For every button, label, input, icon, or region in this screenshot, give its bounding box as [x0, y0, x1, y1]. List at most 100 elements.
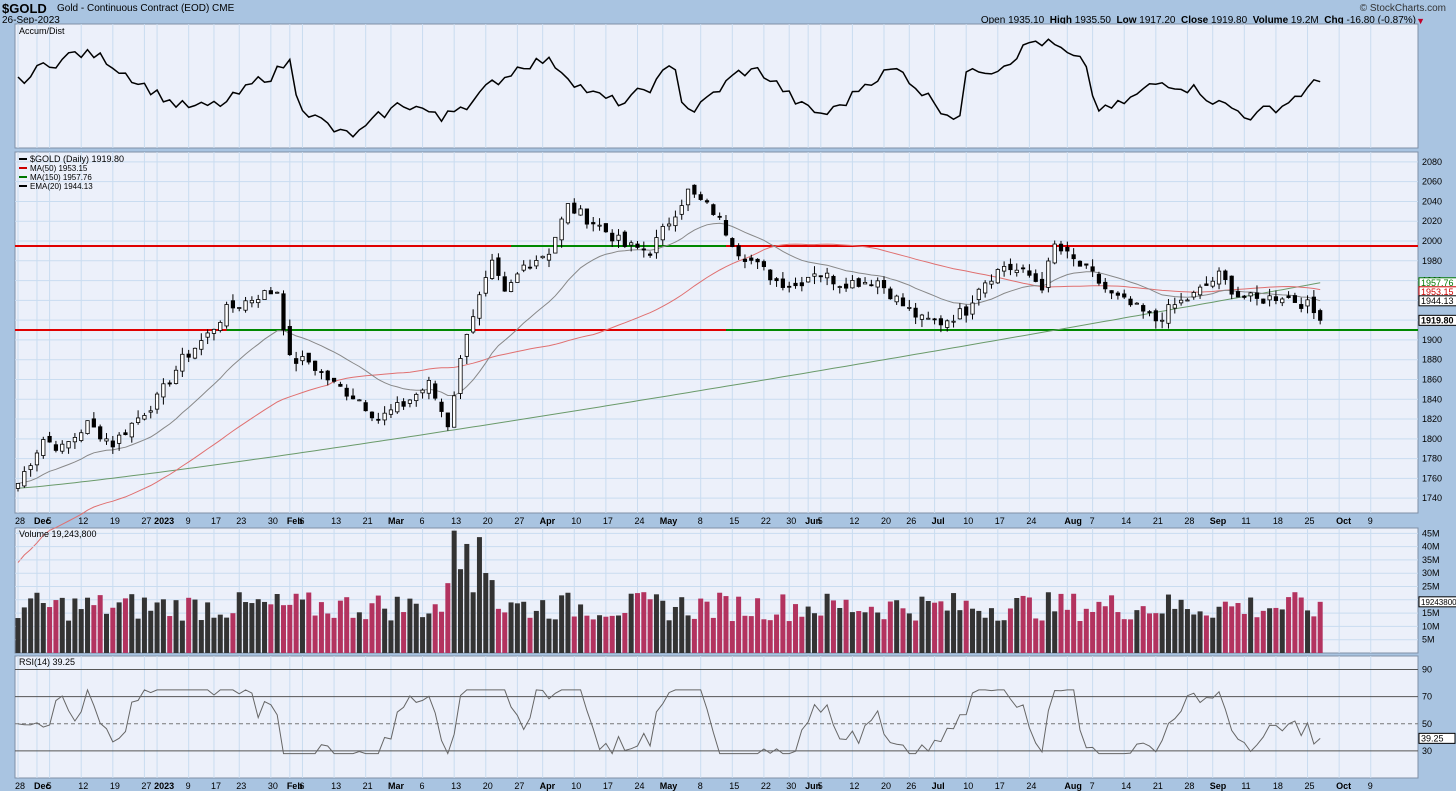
volume-bar [40, 603, 46, 653]
volume-bar [1014, 597, 1020, 653]
volume-bar [875, 612, 881, 653]
accum-label: Accum/Dist [19, 26, 65, 36]
candle-body [1166, 304, 1171, 324]
candle-body [723, 220, 729, 236]
candle-body [919, 314, 925, 320]
x-tick-label: May [660, 516, 678, 526]
candle-body [635, 243, 640, 248]
volume-bar [786, 621, 792, 653]
volume-bar [616, 615, 622, 653]
volume-bar [944, 610, 950, 653]
candle-body [148, 410, 153, 413]
candle-body [755, 258, 760, 263]
candle-body [622, 231, 627, 247]
volume-bar [85, 597, 91, 653]
volume-bar [578, 604, 584, 653]
legend-entry: $GOLD (Daily) 1919.80 [30, 154, 124, 164]
candle-body [616, 234, 621, 241]
volume-bar [540, 600, 546, 653]
volume-bar [906, 613, 912, 653]
candle-body [167, 382, 172, 385]
candle-body [1191, 292, 1196, 298]
price-tick-label: 2080 [1422, 157, 1442, 167]
candle-body [818, 275, 823, 278]
price-tick-label: 1780 [1422, 454, 1442, 464]
candle-body [28, 465, 33, 470]
candle-body [1128, 298, 1133, 306]
price-tick-label: 2020 [1422, 216, 1442, 226]
candle-body [104, 438, 109, 442]
volume-bar [426, 613, 432, 653]
volume-bar [268, 604, 274, 653]
candle-body [515, 273, 520, 283]
volume-bar [211, 617, 217, 653]
candle-body [1229, 275, 1234, 295]
candle-body [1096, 273, 1102, 284]
volume-bar [805, 606, 811, 653]
candle-body [641, 248, 646, 251]
volume-bar [963, 600, 969, 653]
candle-body [546, 253, 552, 261]
candle-body [433, 383, 438, 399]
candle-body [1210, 280, 1215, 287]
volume-bar [179, 620, 185, 653]
candle-body [281, 293, 286, 331]
volume-bar [957, 610, 963, 653]
candle-body [452, 395, 457, 428]
volume-bar [995, 620, 1001, 653]
volume-bar [224, 617, 230, 653]
volume-bar [369, 603, 375, 653]
candle-body [704, 200, 710, 203]
rsi-tick-label: 30 [1422, 746, 1432, 756]
volume-bar [325, 613, 331, 653]
x-tick-label: Sep [1210, 516, 1227, 526]
candle-body [117, 434, 122, 444]
value-tag-text: 1919.80 [1421, 315, 1454, 325]
volume-bar [1033, 618, 1039, 653]
x-tick-label: 28 [1184, 781, 1194, 791]
volume-bar [382, 608, 388, 653]
volume-bar [167, 616, 173, 653]
x-tick-label: Jul [932, 516, 945, 526]
x-tick-label: Sep [1210, 781, 1227, 791]
candle-body [951, 320, 956, 323]
volume-bar [1203, 615, 1209, 653]
x-tick-label: Oct [1336, 781, 1351, 791]
brand-label[interactable]: © StockCharts.com [1359, 3, 1446, 14]
candle-body [477, 294, 482, 319]
candle-body [913, 307, 918, 318]
x-tick-label: 20 [881, 781, 891, 791]
candle-body [142, 415, 147, 420]
x-tick-label: 18 [1273, 516, 1283, 526]
volume-bar [1273, 607, 1279, 653]
volume-tick-label: 45M [1422, 528, 1440, 538]
volume-bar [293, 593, 299, 653]
volume-bar [597, 615, 603, 653]
volume-bar [375, 595, 381, 653]
volume-bar [628, 593, 634, 653]
x-tick-label: 19 [110, 516, 120, 526]
candle-body [464, 333, 469, 357]
volume-bar [843, 599, 849, 653]
volume-bar [1184, 609, 1190, 653]
candle-body [1318, 310, 1323, 321]
x-tick-label: 12 [78, 781, 88, 791]
x-tick-label: 23 [236, 781, 246, 791]
x-tick-label: 5 [818, 516, 823, 526]
volume-bar [824, 593, 830, 653]
candle-body [1153, 310, 1158, 322]
volume-bar [761, 619, 767, 653]
candle-body [312, 360, 318, 371]
volume-bar [205, 602, 211, 653]
candle-body [553, 236, 558, 254]
candle-body [458, 358, 463, 394]
candle-body [768, 269, 773, 281]
volume-bar [1241, 613, 1247, 653]
candle-body [799, 282, 804, 287]
volume-bar [47, 607, 53, 653]
x-tick-label: 23 [236, 516, 246, 526]
candle-body [369, 411, 375, 419]
candle-body [843, 283, 849, 289]
volume-bar [135, 618, 141, 653]
candle-body [1134, 302, 1139, 305]
